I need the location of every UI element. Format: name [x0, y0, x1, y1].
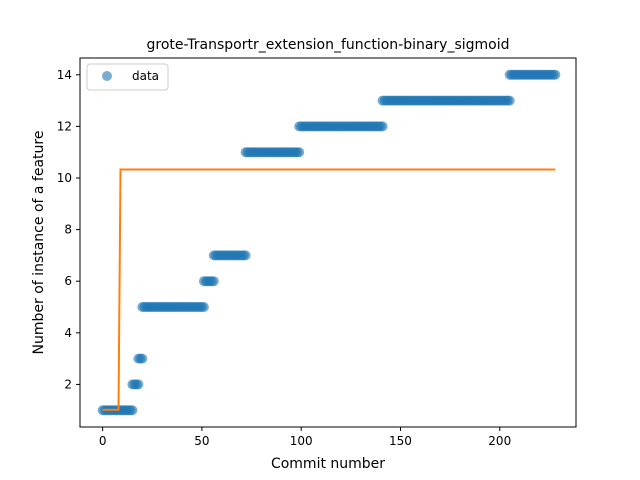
y-axis-label: Number of instance of a feature: [31, 131, 47, 355]
legend-label-data: data: [132, 69, 159, 83]
x-tick-label: 0: [99, 434, 107, 448]
y-tick-label: 12: [57, 119, 72, 133]
x-tick-label: 200: [488, 434, 511, 448]
data-point: [137, 354, 147, 364]
chart-title: grote-Transportr_extension_function-bina…: [146, 37, 509, 53]
data-point: [550, 70, 560, 80]
y-tick-label: 10: [57, 171, 72, 185]
x-axis-label: Commit number: [271, 456, 385, 472]
data-point: [209, 276, 219, 286]
data-point: [241, 250, 251, 260]
data-point: [378, 121, 388, 131]
legend: data: [87, 64, 168, 90]
x-tick-label: 150: [389, 434, 412, 448]
data-point: [294, 147, 304, 157]
y-tick-label: 14: [57, 68, 72, 82]
data-point: [199, 302, 209, 312]
legend-marker-data: [102, 71, 112, 81]
y-tick-label: 2: [64, 377, 72, 391]
data-point: [505, 96, 515, 106]
y-tick-label: 4: [64, 326, 72, 340]
x-tick-label: 100: [290, 434, 313, 448]
x-tick-label: 50: [194, 434, 209, 448]
data-point: [133, 379, 143, 389]
data-point: [127, 405, 137, 415]
y-tick-label: 8: [64, 223, 72, 237]
y-tick-label: 6: [64, 274, 72, 288]
